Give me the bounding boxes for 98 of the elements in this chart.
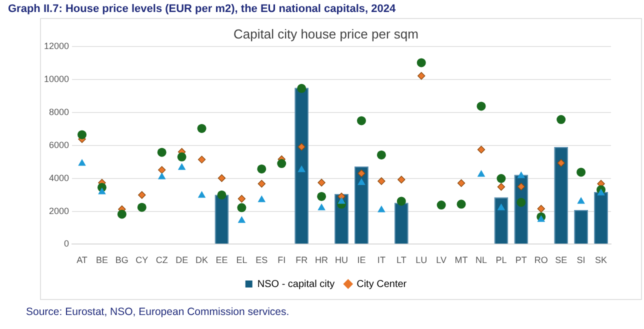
point xyxy=(537,215,546,222)
point xyxy=(137,202,146,212)
point xyxy=(418,72,426,80)
point xyxy=(477,146,486,154)
point xyxy=(436,200,446,210)
point xyxy=(476,102,486,111)
point xyxy=(356,116,366,126)
point xyxy=(158,166,166,174)
point xyxy=(378,205,386,212)
point xyxy=(78,159,86,166)
point xyxy=(477,170,486,177)
x-tick-label: CY xyxy=(136,255,148,266)
point xyxy=(516,198,526,207)
y-tick-label: 2000 xyxy=(48,206,70,216)
x-tick-label: BG xyxy=(115,255,128,266)
x-tick-label: FI xyxy=(278,255,286,266)
x-tick-label: DE xyxy=(176,255,188,266)
x-tick-label: HU xyxy=(335,255,348,266)
point xyxy=(238,216,246,223)
x-tick-label: IT xyxy=(377,255,386,266)
point xyxy=(257,164,266,174)
point xyxy=(298,143,306,151)
point xyxy=(138,191,146,199)
x-tick-label: PL xyxy=(496,255,507,266)
legend-label: City Center xyxy=(356,278,408,290)
point xyxy=(496,174,506,183)
y-tick-label: 0 xyxy=(64,238,70,249)
legend-label: NSO - capital city xyxy=(257,278,335,290)
x-tick-label: RO xyxy=(534,255,548,266)
point xyxy=(497,183,506,191)
chart-title: Graph II.7: House price levels (EUR per m2), the EU national capitals, 2024 xyxy=(8,3,396,15)
y-tick-label: 12000 xyxy=(44,41,70,52)
x-tick-label: IE xyxy=(357,255,366,266)
point xyxy=(456,200,466,209)
point xyxy=(178,163,186,170)
point xyxy=(317,192,326,201)
point xyxy=(376,150,386,160)
point xyxy=(576,168,586,177)
point xyxy=(537,204,545,213)
y-tick-label: 6000 xyxy=(48,140,70,150)
point xyxy=(258,180,266,188)
point xyxy=(358,178,366,186)
y-tick-label: 8000 xyxy=(48,106,70,117)
chart-subtitle: Capital city house price per sqm xyxy=(234,26,418,42)
point xyxy=(158,172,166,180)
point xyxy=(318,178,326,186)
x-tick-label: ES xyxy=(256,255,268,266)
point xyxy=(398,176,406,184)
x-tick-label: CZ xyxy=(156,255,168,266)
point xyxy=(298,165,306,172)
point xyxy=(197,124,206,133)
point xyxy=(297,84,306,93)
point xyxy=(517,182,526,190)
point xyxy=(177,152,186,162)
point xyxy=(238,194,246,203)
x-tick-label: HR xyxy=(315,255,329,266)
point xyxy=(258,195,266,202)
point xyxy=(416,58,426,68)
point xyxy=(556,115,566,124)
x-tick-label: PT xyxy=(515,255,528,266)
x-tick-label: SI xyxy=(576,255,586,266)
x-tick-label: DK xyxy=(196,255,208,266)
x-tick-label: EL xyxy=(236,255,248,266)
x-tick-label: LU xyxy=(416,255,428,266)
point xyxy=(457,179,466,187)
point xyxy=(497,203,506,210)
x-tick-label: EE xyxy=(216,255,228,266)
point xyxy=(157,148,166,157)
x-tick-label: SK xyxy=(595,255,608,266)
x-tick-label: LT xyxy=(396,255,407,266)
point xyxy=(218,174,226,182)
point xyxy=(358,170,366,178)
point xyxy=(277,159,286,168)
point xyxy=(198,190,206,198)
point xyxy=(597,188,605,196)
point xyxy=(78,130,87,140)
point xyxy=(117,210,126,219)
x-tick-label: MT xyxy=(454,255,468,266)
x-tick-label: LV xyxy=(436,255,446,266)
source-note: Source: Eurostat, NSO, European Commission services. xyxy=(26,306,290,318)
x-tick-label: FR xyxy=(296,255,308,266)
point xyxy=(318,203,326,210)
point xyxy=(98,188,106,194)
point xyxy=(198,156,206,164)
point xyxy=(396,196,406,206)
point xyxy=(217,190,226,200)
point xyxy=(237,203,246,212)
point xyxy=(378,177,386,185)
point xyxy=(557,159,565,167)
x-tick-label: BE xyxy=(96,255,108,266)
point xyxy=(338,197,346,204)
x-tick-label: AT xyxy=(76,255,88,266)
point xyxy=(517,171,526,178)
x-tick-label: SE xyxy=(555,255,568,266)
y-tick-label: 10000 xyxy=(44,74,70,84)
y-tick-label: 4000 xyxy=(48,172,70,183)
x-tick-label: NL xyxy=(475,255,488,266)
point xyxy=(577,197,585,204)
